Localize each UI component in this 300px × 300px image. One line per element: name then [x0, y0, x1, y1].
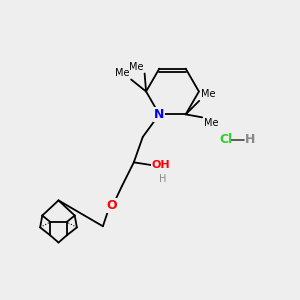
- Text: H: H: [159, 174, 166, 184]
- Text: Me: Me: [204, 118, 219, 128]
- Text: OH: OH: [152, 160, 170, 170]
- Text: O: O: [106, 200, 117, 212]
- Text: H: H: [244, 133, 255, 146]
- Text: Me: Me: [115, 68, 130, 78]
- Text: Me: Me: [129, 62, 144, 72]
- Text: Me: Me: [201, 89, 215, 99]
- Text: Cl: Cl: [219, 133, 232, 146]
- Text: N: N: [154, 108, 164, 121]
